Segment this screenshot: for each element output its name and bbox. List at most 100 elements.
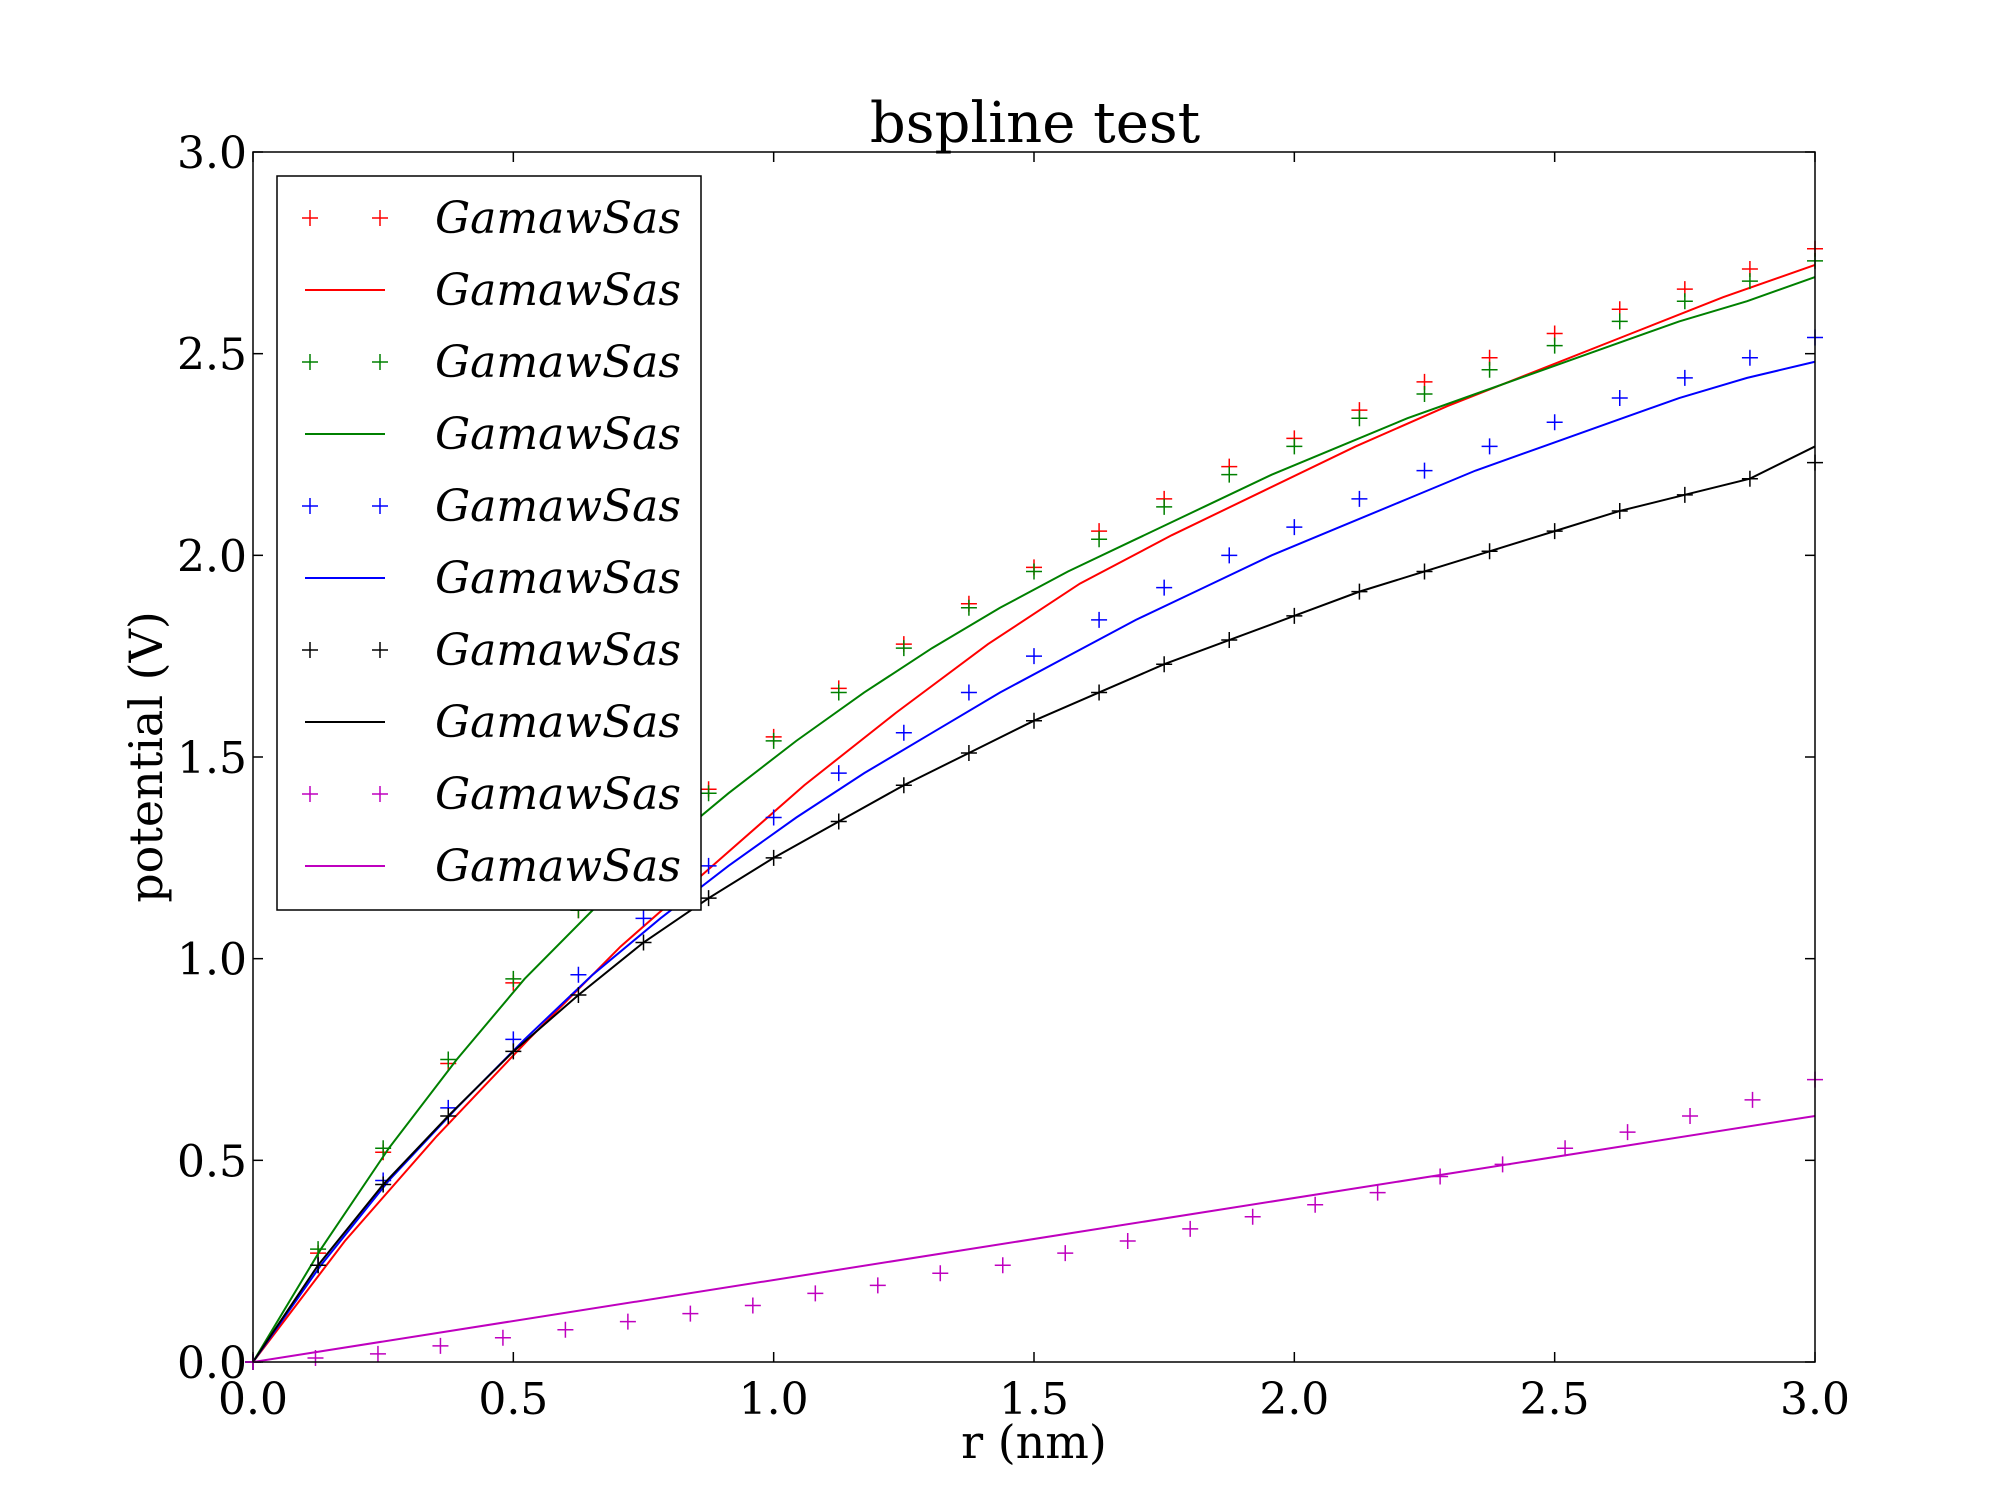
legend-label: GamawSas [435,625,681,676]
legend-marker-swatch [302,354,318,370]
legend-marker-swatch [302,498,318,514]
x-axis-label: r (nm) [961,1415,1107,1469]
y-tick-label: 3.0 [177,128,247,179]
legend-box [276,175,702,911]
x-tick-label: 0.5 [478,1374,548,1425]
legend-label: GamawSas [435,481,681,532]
chart-title: bspline test [870,91,1201,156]
data-point [1057,1245,1074,1262]
tick-labels: 0.0 0.5 1.0 1.5 2.0 2.5 3.0 0.0 0.5 1.0 1.5 2.0 2.5 3… [177,128,1850,1425]
data-point [1351,490,1368,507]
data-point [700,857,717,874]
legend-label: GamawSas [435,697,681,748]
data-point [1682,1107,1699,1124]
data-point [1741,349,1758,366]
data-point [1244,1208,1261,1225]
plot-frame [252,151,1816,1363]
data-point [1676,369,1693,386]
series-line [252,1114,1816,1363]
data-point [1156,579,1173,596]
legend-label: GamawSas [435,193,681,244]
legend-marker-swatch [302,210,318,226]
data-point [1221,547,1238,564]
data-point [432,1337,449,1354]
legend-label: GamawSas [435,409,681,460]
data-point [1026,563,1042,580]
data-point [1416,462,1433,479]
data-point [1546,414,1563,431]
data-point [1119,1233,1136,1249]
data-point [1369,1184,1386,1201]
data-point [1351,410,1368,427]
data-point [994,1257,1011,1274]
x-tick-label: 2.0 [1259,1374,1329,1425]
data-point [932,1265,949,1282]
data-point [1481,438,1498,455]
data-point [570,966,587,983]
data-point [1182,1220,1199,1237]
data-point [440,1051,457,1068]
x-tick-label: 1.5 [999,1374,1069,1425]
data-point [1286,519,1303,536]
y-tick-label: 1.0 [177,935,247,986]
data-point [700,785,717,802]
data-point [765,809,782,826]
legend-marker-swatch [372,210,388,226]
y-tick-label: 1.5 [177,733,247,784]
data-point [1091,611,1108,628]
legend-marker-swatch [372,786,388,802]
x-tick-label: 2.5 [1520,1374,1590,1425]
data-point [1619,1124,1636,1141]
data-point [1307,1196,1324,1213]
data-point [1026,648,1042,665]
data-point [619,1313,636,1330]
data-point [1744,1091,1761,1108]
data-point [807,1285,824,1302]
y-tick-label: 0.5 [177,1136,247,1187]
data-point [960,599,977,616]
series-layer [245,240,1823,1370]
data-point [557,1321,574,1338]
data-point [369,1345,386,1362]
data-point [1481,361,1498,378]
legend-label: GamawSas [435,553,681,604]
data-point [1611,390,1628,407]
series-3 [252,276,1816,1363]
data-point [1416,386,1433,402]
x-tick-label: 1.0 [739,1374,809,1425]
data-point [494,1329,511,1346]
data-point [1091,531,1108,548]
series-8 [245,1071,1823,1370]
legend-marker-swatch [372,354,388,370]
x-tick-label: 0.0 [218,1374,288,1425]
legend: GamawSas GamawSas GamawSas GamawSas GamawSas… [276,175,702,911]
legend-label: GamawSas [435,841,681,892]
legend-marker-swatch [372,498,388,514]
y-tick-label: 2.5 [177,330,247,381]
legend-label: GamawSas [435,337,681,388]
legend-label: GamawSas [435,265,681,316]
data-point [1546,337,1563,354]
legend-marker-swatch [302,642,318,658]
data-point [744,1297,761,1314]
data-point [1611,313,1628,330]
y-tick-label: 0.0 [177,1338,247,1389]
data-point [1286,438,1303,455]
data-point [1557,1140,1574,1157]
y-axis-label: potential (V) [119,611,173,903]
data-point [869,1277,886,1294]
data-point [830,765,847,782]
legend-label: GamawSas [435,769,681,820]
series-7 [252,445,1816,1363]
series-line [252,276,1816,1363]
data-point [960,684,977,701]
legend-marker-swatch [302,786,318,802]
data-point [682,1305,699,1322]
data-point [765,732,782,749]
data-point [1221,466,1238,483]
data-point [505,970,522,987]
legend-marker-swatch [372,642,388,658]
data-point [1156,498,1173,515]
data-point [1741,273,1758,290]
